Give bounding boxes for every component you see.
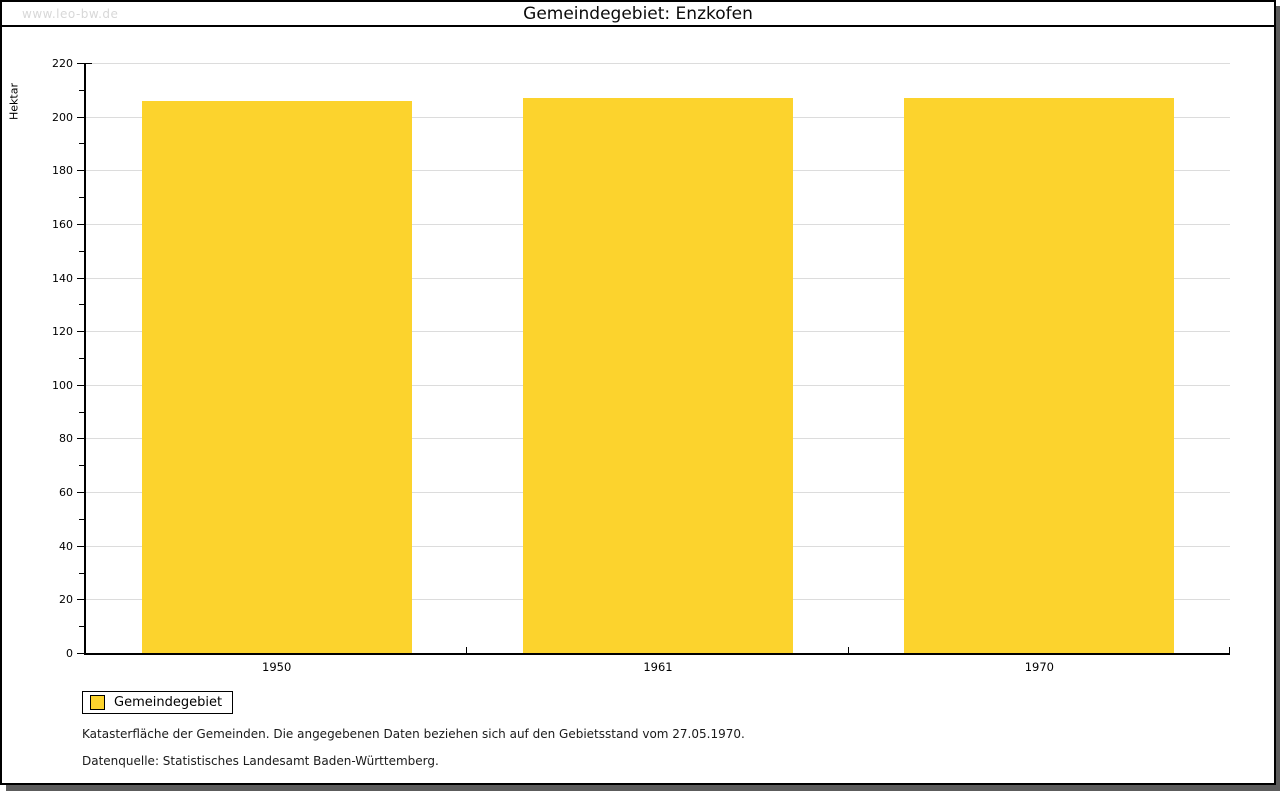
y-tick-label: 40 <box>59 539 73 553</box>
y-tick-label: 60 <box>59 486 73 500</box>
y-tick-label: 220 <box>52 57 73 70</box>
y-minor-tick <box>79 411 84 413</box>
y-tick-label: 160 <box>52 217 73 231</box>
x-axis-line <box>84 653 1230 655</box>
y-major-tick <box>77 331 84 333</box>
y-major-tick <box>77 223 84 225</box>
gridline <box>86 63 1230 64</box>
y-minor-tick <box>79 197 84 199</box>
y-tick-label: 20 <box>59 593 73 607</box>
x-boundary-tick <box>85 647 86 653</box>
footnote-description: Katasterfläche der Gemeinden. Die angege… <box>82 727 745 741</box>
y-major-tick <box>77 545 84 547</box>
x-boundary-tick <box>847 647 849 653</box>
x-boundary-tick <box>1229 647 1230 653</box>
header: www.leo-bw.de Gemeindegebiet: Enzkofen <box>2 2 1274 27</box>
y-major-tick <box>77 116 84 118</box>
y-tick-label: 120 <box>52 325 73 339</box>
x-tick-label-1961: 1961 <box>643 660 673 674</box>
y-tick-label: 200 <box>52 110 73 124</box>
legend: Gemeindegebiet <box>82 691 234 714</box>
y-axis-line <box>84 63 86 655</box>
y-major-tick <box>77 599 84 601</box>
y-minor-tick <box>79 626 84 628</box>
bar-chart: Hektar 0 20 40 60 80 100 120 140 160 180 200 220 195… <box>2 27 1274 677</box>
bar-1970 <box>904 97 1175 653</box>
bar-1961 <box>523 97 793 653</box>
y-major-tick <box>77 438 84 440</box>
y-major-tick <box>77 384 84 386</box>
y-minor-tick <box>79 465 84 467</box>
frame-shadow-bottom <box>6 785 1280 791</box>
y-tick-label: 100 <box>52 378 73 392</box>
y-minor-tick <box>79 572 84 574</box>
y-minor-tick <box>79 143 84 145</box>
watermark-text: www.leo-bw.de <box>22 7 119 21</box>
y-minor-tick <box>79 358 84 359</box>
legend-swatch <box>90 695 105 710</box>
y-minor-tick <box>79 518 84 520</box>
y-major-tick <box>77 63 84 64</box>
y-axis-endcap <box>86 63 92 64</box>
y-major-tick <box>77 170 84 172</box>
y-axis-label: Hektar <box>7 83 21 120</box>
y-tick-label: 0 <box>66 647 73 660</box>
y-major-tick <box>77 653 84 654</box>
x-tick-label-1950: 1950 <box>262 660 292 674</box>
footnote-source: Datenquelle: Statistisches Landesamt Bad… <box>82 754 439 768</box>
legend-label: Gemeindegebiet <box>114 695 223 710</box>
x-boundary-tick <box>466 647 468 653</box>
frame-shadow-right <box>1276 6 1280 791</box>
bar-1950 <box>141 100 412 653</box>
y-major-tick <box>77 277 84 279</box>
y-minor-tick <box>79 89 84 91</box>
chart-title: Gemeindegebiet: Enzkofen <box>523 4 753 24</box>
y-minor-tick <box>79 304 84 306</box>
x-tick-label-1970: 1970 <box>1024 660 1054 674</box>
y-tick-label: 140 <box>52 271 73 285</box>
y-minor-tick <box>79 250 84 252</box>
y-major-tick <box>77 492 84 494</box>
y-tick-label: 80 <box>59 432 73 446</box>
y-tick-label: 180 <box>52 164 73 178</box>
